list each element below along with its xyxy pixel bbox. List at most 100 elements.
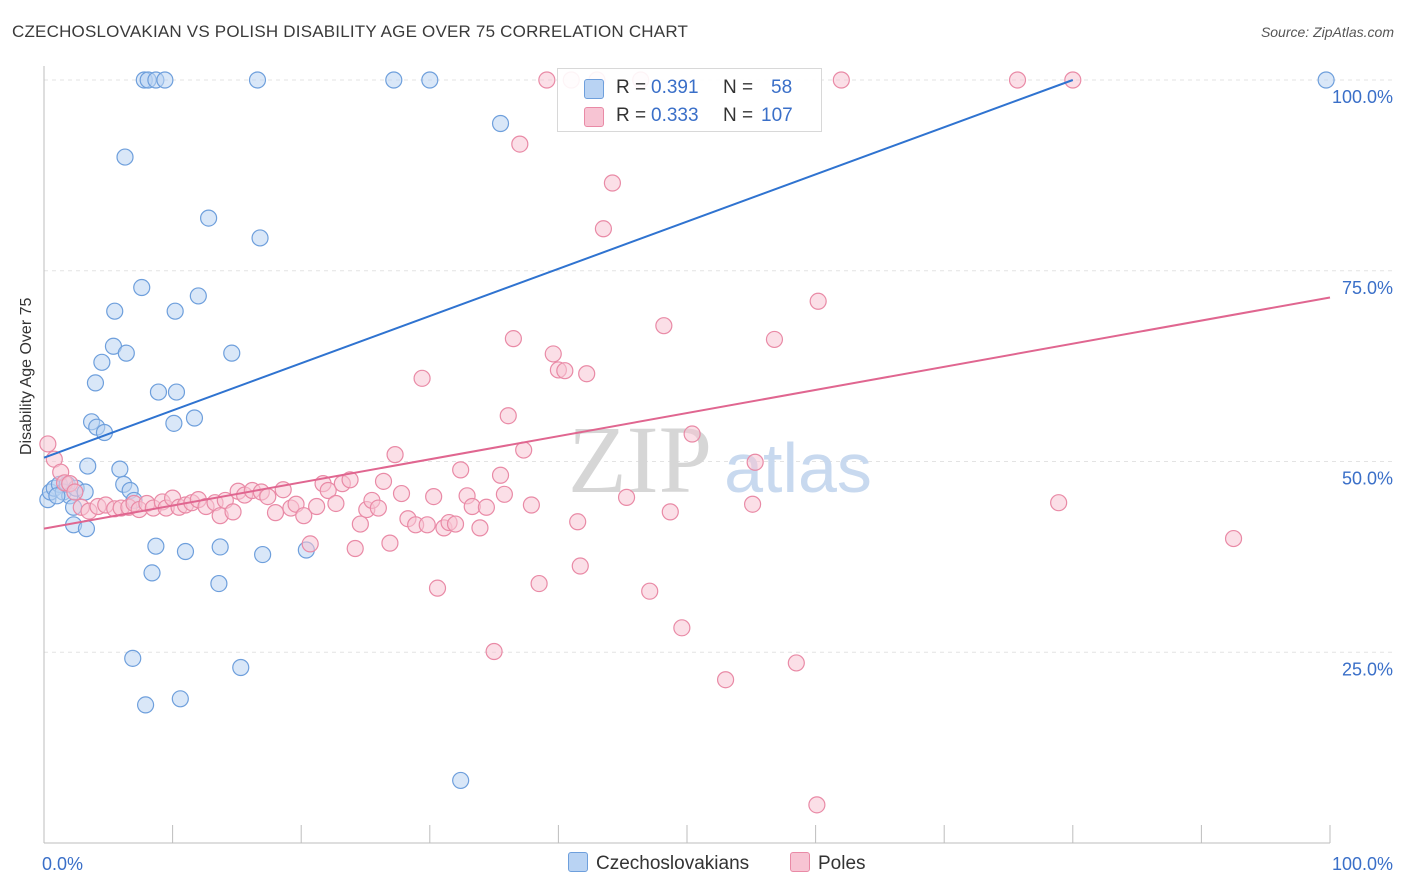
poles-point	[809, 292, 827, 310]
czechoslovakians-point	[232, 658, 250, 677]
czechoslovakians-point	[156, 71, 174, 89]
y-tick-label: 75.0%	[1342, 278, 1393, 298]
poles-point	[266, 504, 285, 522]
czechoslovakians-point	[171, 690, 189, 708]
y-tick-label: 100.0%	[1332, 87, 1393, 107]
czechoslovakians-point	[452, 771, 470, 790]
poles-point	[224, 503, 242, 521]
legend-n-value: 58	[771, 77, 793, 98]
poles-point	[418, 516, 436, 534]
poles-point	[259, 487, 277, 506]
trend-line-poles	[43, 296, 1331, 530]
czechoslovakians-point	[491, 114, 510, 133]
poles-point	[1224, 529, 1243, 548]
czechoslovakians-point	[167, 383, 186, 401]
czechoslovakians-point	[117, 344, 135, 362]
x-tick-label: 0.0%	[42, 854, 83, 874]
poles-point	[381, 534, 399, 552]
poles-point	[683, 425, 701, 443]
legend-r-label: R =	[616, 105, 647, 126]
legend-swatch-blue	[568, 852, 588, 872]
czechoslovakians-point	[210, 574, 228, 593]
poles-point	[66, 483, 84, 501]
legend-label-czechoslovakians: Czechoslovakians	[596, 853, 750, 874]
czechoslovakians-point	[200, 209, 218, 227]
czechoslovakians-point	[133, 278, 151, 297]
poles-point	[571, 557, 589, 575]
poles-point	[413, 369, 431, 387]
poles-point	[832, 71, 850, 89]
source-label: Source: ZipAtlas.com	[1260, 24, 1394, 40]
bottom-legend-poles: Poles	[790, 852, 866, 875]
legend-n-label: N =	[723, 77, 754, 98]
czechoslovakians-point	[189, 287, 207, 305]
poles-point	[617, 488, 636, 506]
poles-point	[39, 435, 57, 453]
czechoslovakians-point	[176, 542, 195, 561]
watermark-atlas: atlas	[724, 429, 872, 507]
czechoslovakians-point	[48, 487, 66, 505]
czechoslovakians-point	[149, 383, 168, 401]
poles-point	[392, 484, 411, 503]
czechoslovakians-point	[166, 302, 184, 320]
czechoslovakians-point	[223, 344, 241, 362]
poles-point	[452, 461, 470, 479]
poles-point	[538, 71, 556, 89]
poles-point	[603, 174, 622, 192]
czechoslovakians-point	[79, 457, 97, 475]
czechoslovakians-point	[93, 353, 111, 371]
poles-point	[743, 495, 762, 513]
czechoslovakians-point	[248, 71, 267, 89]
poles-point	[374, 472, 393, 490]
czechoslovakians-point	[116, 148, 134, 166]
grid-lines	[44, 79, 1392, 653]
czechoslovakians-point	[124, 649, 142, 667]
czechoslovakians-point	[136, 696, 155, 714]
poles-point	[499, 407, 517, 425]
czechoslovakians-point	[254, 545, 272, 564]
czechoslovakians-point	[77, 520, 96, 538]
poles-point	[504, 330, 522, 348]
correlation-legend: R = 0.391 N = 58 R = 0.333 N = 107	[557, 68, 822, 132]
czechoslovakians-point	[211, 538, 229, 556]
czechoslovakians-point	[421, 71, 439, 89]
poles-point	[569, 513, 587, 531]
legend-label-poles: Poles	[818, 853, 866, 874]
legend-r-value: 0.391	[651, 77, 699, 98]
czechoslovakians-point	[1317, 71, 1335, 89]
series-poles	[39, 71, 1243, 814]
poles-point	[425, 487, 443, 506]
poles-point	[428, 579, 447, 597]
poles-point	[386, 446, 404, 464]
czechoslovakians-point	[86, 374, 105, 392]
poles-point	[351, 515, 369, 533]
czechoslovakians-point	[111, 460, 129, 478]
poles-point	[295, 507, 313, 525]
poles-point	[594, 220, 613, 238]
poles-point	[746, 453, 764, 471]
bottom-legend-czechoslovakians: Czechoslovakians	[568, 852, 749, 875]
poles-point	[346, 539, 364, 558]
czechoslovakians-point	[147, 537, 165, 555]
czechoslovakians-point	[185, 409, 204, 427]
legend-row-poles: R = 0.333 N = 107	[558, 101, 821, 129]
legend-row-czechoslovakians: R = 0.391 N = 58	[558, 73, 821, 101]
trend-line-czechoslovakians	[43, 79, 1074, 459]
tick-labels: 25.0% 50.0% 75.0% 100.0% 0.0% 100.0%	[42, 87, 1393, 874]
legend-swatch-pink	[790, 852, 810, 872]
poles-point	[341, 471, 359, 489]
czechoslovakians-point	[385, 71, 403, 89]
y-axis-label: Disability Age Over 75	[18, 297, 35, 455]
poles-point	[787, 654, 805, 672]
poles-point	[641, 582, 659, 600]
y-tick-label: 25.0%	[1342, 659, 1393, 679]
axes	[43, 66, 1331, 844]
poles-point	[327, 494, 345, 513]
legend-swatch-pink	[584, 107, 604, 127]
legend-swatch-blue	[584, 79, 604, 99]
x-tick-label: 100.0%	[1332, 854, 1393, 874]
poles-point	[511, 135, 529, 153]
poles-point	[477, 498, 495, 516]
legend-r-label: R =	[616, 77, 647, 98]
